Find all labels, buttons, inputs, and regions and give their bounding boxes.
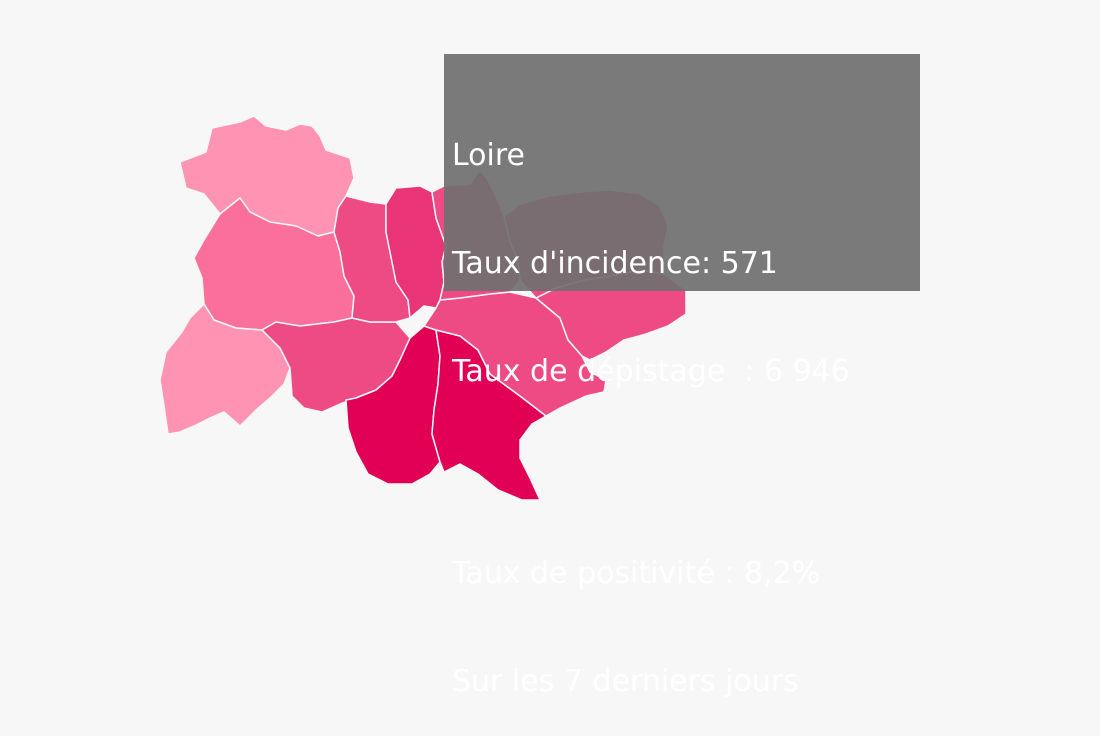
tooltip-period: Sur les 7 derniers jours xyxy=(452,664,799,699)
department-allier[interactable] xyxy=(179,115,355,237)
tooltip-department-name: Loire xyxy=(452,138,526,173)
map-tooltip: Loire Taux d'incidence: 571 Taux de dépi… xyxy=(444,54,920,699)
tooltip-spacer xyxy=(452,462,912,484)
tooltip-depistage: Taux de dépistage : 6 946 xyxy=(452,354,850,389)
tooltip-incidence: Taux d'incidence: 571 xyxy=(452,246,778,281)
tooltip-positivite: Taux de positivité : 8,2% xyxy=(452,556,821,591)
